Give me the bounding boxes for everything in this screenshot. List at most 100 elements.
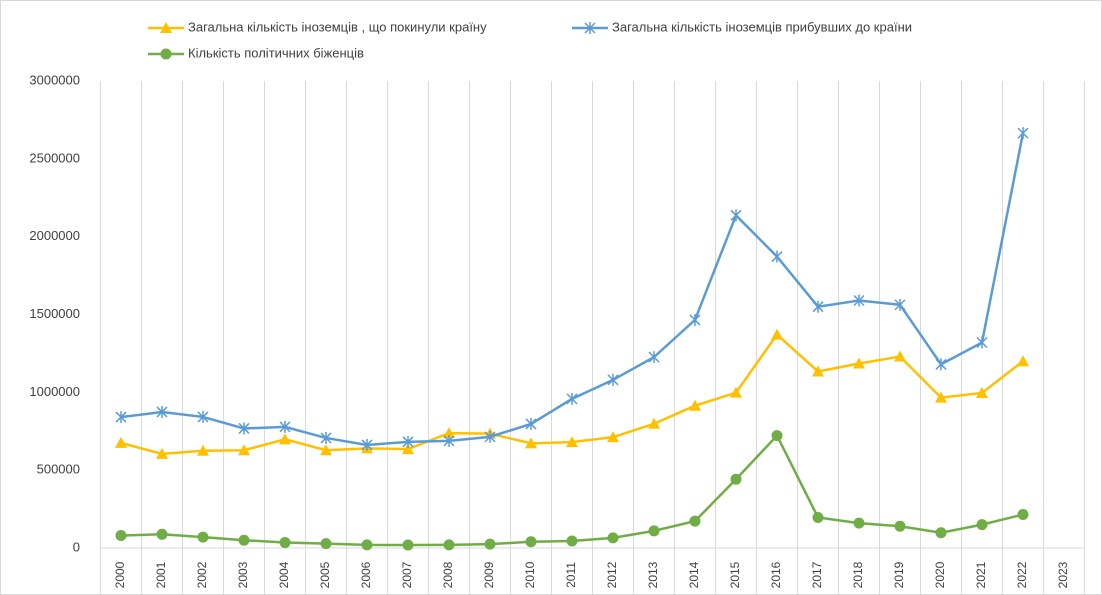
marker <box>156 405 168 418</box>
marker <box>566 535 578 547</box>
x-tick-label: 2022 <box>1015 561 1029 588</box>
marker <box>279 433 291 445</box>
marker <box>484 538 496 550</box>
x-tick-label: 2016 <box>769 561 783 588</box>
marker <box>935 527 947 539</box>
x-tick-label: 2000 <box>113 561 127 588</box>
marker <box>361 438 373 451</box>
marker <box>607 373 619 386</box>
x-tick-label: 2001 <box>154 561 168 588</box>
marker <box>320 538 332 550</box>
marker <box>279 420 291 433</box>
marker <box>443 427 455 439</box>
marker <box>689 515 701 527</box>
marker <box>402 443 414 455</box>
x-tick-label: 2004 <box>277 561 291 588</box>
marker <box>156 447 168 459</box>
marker <box>361 539 373 551</box>
marker <box>238 444 250 456</box>
marker <box>320 431 332 444</box>
x-tick-label: 2005 <box>318 561 332 588</box>
x-tick-label: 2011 <box>564 562 578 588</box>
marker <box>935 391 947 403</box>
marker <box>976 386 988 398</box>
marker <box>566 392 578 405</box>
marker <box>197 531 209 543</box>
marker <box>689 313 701 326</box>
marker <box>853 294 865 307</box>
x-tick-label: 2023 <box>1056 561 1070 588</box>
marker <box>648 417 660 429</box>
y-tick-label: 1500000 <box>29 306 80 321</box>
marker <box>484 430 496 443</box>
legend-label: Загальна кількість іноземців , що покину… <box>188 19 487 34</box>
marker <box>443 434 455 447</box>
x-tick-label: 2007 <box>400 561 414 588</box>
y-tick-label: 0 <box>73 539 80 554</box>
marker <box>935 358 947 371</box>
marker <box>812 511 824 523</box>
marker <box>238 422 250 435</box>
marker <box>566 436 578 448</box>
x-tick-label: 2013 <box>646 561 660 588</box>
marker <box>894 298 906 311</box>
x-tick-label: 2003 <box>236 561 250 588</box>
marker <box>976 336 988 349</box>
marker <box>197 410 209 423</box>
y-tick-label: 3000000 <box>29 72 80 87</box>
marker <box>115 411 127 424</box>
marker <box>1017 127 1029 140</box>
x-tick-label: 2008 <box>441 561 455 588</box>
x-tick-label: 2002 <box>195 561 209 588</box>
marker <box>160 48 172 60</box>
marker <box>238 534 250 546</box>
marker <box>853 517 865 529</box>
marker <box>648 525 660 537</box>
legend-label: Кількість політичних біженців <box>188 45 364 60</box>
legend-label: Загальна кількість іноземців прибувших д… <box>612 19 912 34</box>
marker <box>1017 509 1029 521</box>
x-tick-label: 2014 <box>687 561 701 588</box>
marker <box>976 519 988 531</box>
x-tick-label: 2010 <box>523 561 537 588</box>
marker <box>853 357 865 369</box>
x-tick-label: 2012 <box>605 561 619 588</box>
marker <box>525 417 537 430</box>
marker <box>771 430 783 442</box>
marker <box>812 300 824 313</box>
y-tick-label: 1000000 <box>29 384 80 399</box>
marker <box>771 250 783 263</box>
marker <box>402 435 414 448</box>
marker <box>730 209 742 222</box>
marker <box>279 537 291 549</box>
x-tick-label: 2020 <box>933 561 947 588</box>
marker <box>689 399 701 411</box>
legend-item: Кількість політичних біженців <box>148 45 364 60</box>
marker <box>607 532 619 544</box>
marker <box>115 530 127 542</box>
x-tick-label: 2009 <box>482 561 496 588</box>
marker <box>156 528 168 540</box>
marker <box>584 22 596 34</box>
legend-item: Загальна кількість іноземців прибувших д… <box>572 19 912 34</box>
marker <box>771 328 783 340</box>
y-tick-label: 2500000 <box>29 150 80 165</box>
marker <box>730 473 742 485</box>
marker <box>197 444 209 456</box>
marker <box>160 22 172 33</box>
marker <box>648 351 660 364</box>
marker <box>894 350 906 362</box>
x-tick-label: 2018 <box>851 561 865 588</box>
marker <box>607 431 619 443</box>
marker <box>894 520 906 532</box>
marker <box>320 444 332 456</box>
marker <box>1017 355 1029 367</box>
marker <box>730 386 742 398</box>
marker <box>115 436 127 448</box>
y-tick-label: 2000000 <box>29 228 80 243</box>
x-tick-label: 2006 <box>359 561 373 588</box>
marker <box>525 437 537 449</box>
x-tick-label: 2019 <box>892 561 906 588</box>
marker <box>525 536 537 548</box>
